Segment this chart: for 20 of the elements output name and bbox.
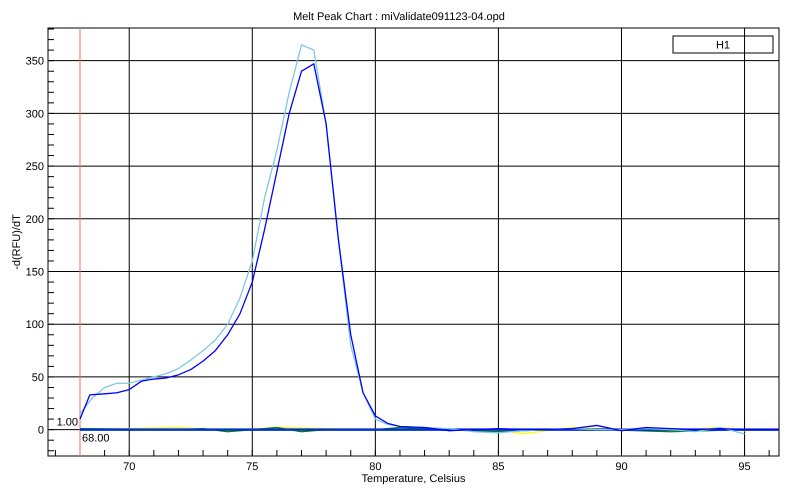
annotation: 1.00 <box>56 416 78 429</box>
y-tick-label: 350 <box>26 56 44 68</box>
annotation: H1 <box>716 40 730 52</box>
x-axis-title: Temperature, Celsius <box>362 473 466 485</box>
y-tick-label: 200 <box>26 214 44 226</box>
chart-title: Melt Peak Chart : miValidate091123-04.opd <box>293 11 505 23</box>
x-tick-label: 90 <box>615 461 628 473</box>
y-axis-title: -d(RFU)/dT <box>11 214 23 270</box>
ref-line-label: 68.00 <box>82 432 110 445</box>
y-tick-label: 250 <box>26 161 44 174</box>
x-tick-label: 75 <box>246 461 258 473</box>
x-tick-label: 85 <box>492 461 505 473</box>
x-tick-label: 95 <box>738 461 751 473</box>
y-tick-label: 50 <box>32 372 44 384</box>
x-tick-label: 80 <box>369 461 382 473</box>
y-tick-label: 100 <box>26 319 44 332</box>
y-tick-label: 150 <box>26 266 44 279</box>
y-tick-label: 0 <box>38 424 44 437</box>
y-tick-label: 300 <box>26 108 44 120</box>
x-tick-label: 70 <box>123 461 136 473</box>
